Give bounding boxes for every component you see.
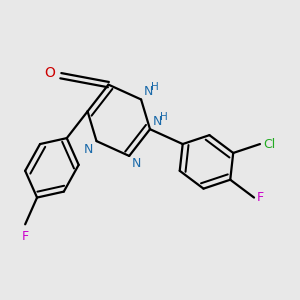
Text: O: O [44,66,55,80]
Text: F: F [22,230,29,243]
Text: F: F [257,191,264,204]
Text: H: H [152,82,159,92]
Text: N: N [153,115,162,128]
Text: N: N [84,142,94,156]
Text: H: H [160,112,168,122]
Text: N: N [132,158,142,170]
Text: N: N [144,85,153,98]
Text: Cl: Cl [263,138,275,151]
